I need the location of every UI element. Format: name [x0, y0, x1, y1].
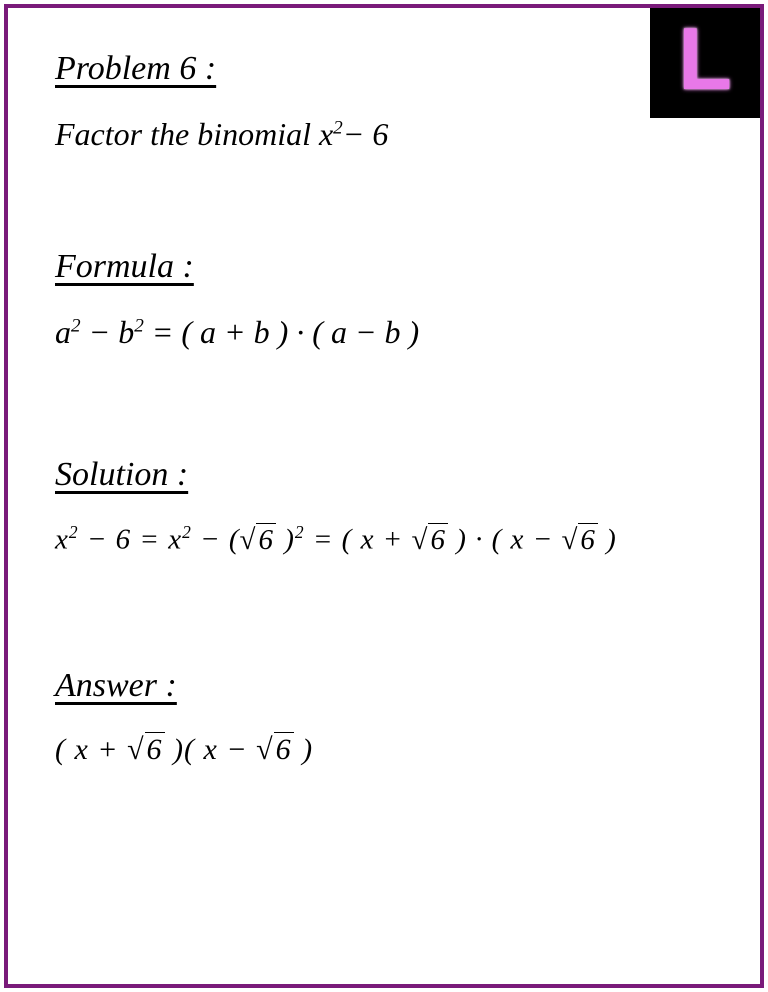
sqrt-icon: 6	[412, 524, 448, 557]
answer-expression: ( x + 6 )( x − 6 )	[55, 733, 713, 767]
sol-paren-exp: 2	[295, 522, 305, 542]
formula-heading: Formula :	[55, 248, 713, 286]
formula-expression: a2 − b2 = ( a + b ) · ( a − b )	[55, 314, 713, 351]
problem-heading: Problem 6 :	[55, 50, 713, 88]
sol-minus-open: − (	[192, 524, 240, 556]
problem-expr-exp: 2	[333, 117, 343, 138]
sol-x1-exp: 2	[69, 522, 79, 542]
formula-b-exp: 2	[134, 315, 144, 336]
ans-sqrt6-a: 6	[145, 732, 165, 766]
ans-f2-open: ( x −	[184, 733, 256, 766]
solution-heading: Solution :	[55, 456, 713, 494]
sol-minus6: − 6 =	[79, 524, 169, 556]
answer-heading: Answer :	[55, 667, 713, 705]
sqrt-icon: 6	[240, 524, 276, 557]
ans-sqrt6-b: 6	[274, 732, 294, 766]
worksheet-content: Problem 6 : Factor the binomial x2− 6 Fo…	[55, 50, 713, 767]
sol-f2-close: )	[598, 524, 617, 556]
sqrt-icon: 6	[127, 733, 164, 767]
sqrt-icon: 6	[561, 524, 597, 557]
sol-f2-open: ( x −	[492, 524, 562, 556]
sol-eq2: =	[305, 524, 342, 556]
formula-b: b	[118, 314, 134, 350]
ans-f2-close: )	[294, 733, 314, 766]
ans-f1-close: )	[165, 733, 185, 766]
problem-expr-base: x	[319, 116, 333, 152]
sol-f1-open: ( x +	[342, 524, 412, 556]
sol-sqrt6-c: 6	[578, 523, 598, 556]
sol-sqrt6-b: 6	[428, 523, 448, 556]
problem-expr-suffix: − 6	[343, 116, 389, 152]
sol-sqrt6-a: 6	[256, 523, 276, 556]
sol-x2-exp: 2	[182, 522, 192, 542]
ans-f1-open: ( x +	[55, 733, 127, 766]
problem-prefix: Factor the binomial	[55, 116, 319, 152]
sol-x2: x	[168, 524, 182, 556]
solution-expression: x2 − 6 = x2 − (6 )2 = ( x + 6 ) · ( x − …	[55, 522, 713, 557]
sqrt-icon: 6	[256, 733, 293, 767]
formula-a-exp: 2	[71, 315, 81, 336]
sol-x1: x	[55, 524, 69, 556]
formula-rhs: ( a + b ) · ( a − b )	[181, 314, 419, 350]
sol-f1-close: ) ·	[448, 524, 492, 556]
formula-eq: =	[144, 314, 182, 350]
formula-minus: −	[81, 314, 119, 350]
sol-close-paren: )	[276, 524, 295, 556]
problem-statement: Factor the binomial x2− 6	[55, 116, 713, 153]
formula-a: a	[55, 314, 71, 350]
